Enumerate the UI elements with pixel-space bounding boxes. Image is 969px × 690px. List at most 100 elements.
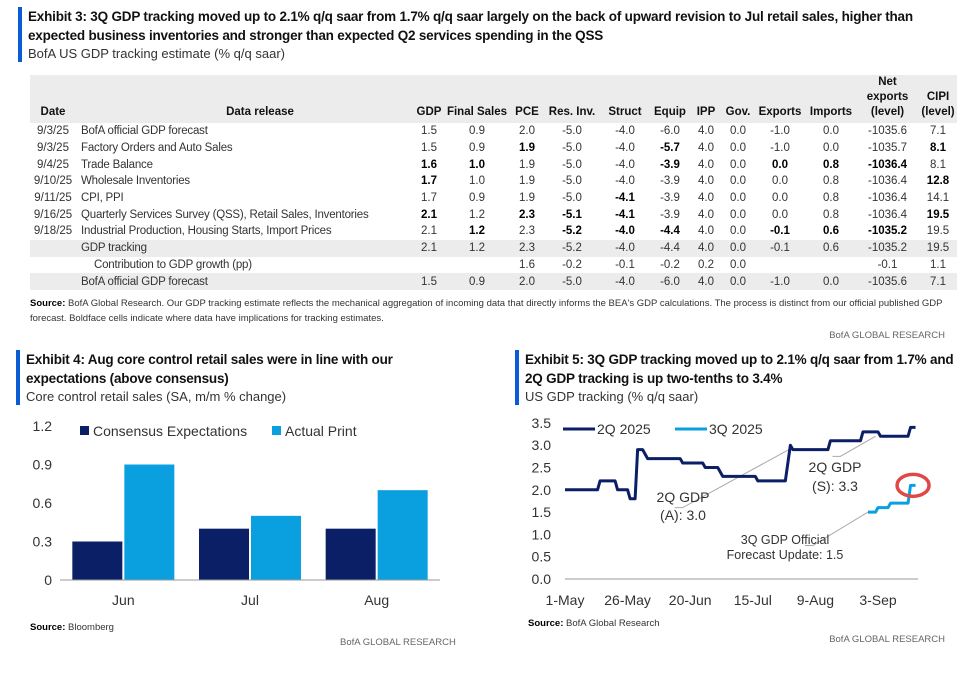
annotation-text: Forecast Update: 1.5	[727, 548, 844, 562]
value-cell: 1.6	[421, 158, 437, 171]
y-tick-label: 0.9	[33, 457, 53, 473]
table-row: GDP tracking 2.1 1.2 2.3 -5.2 -4.0 -4.4 4.0 0.0-…	[30, 239, 957, 257]
value-cell: -4.0	[600, 239, 650, 257]
value-cell: 0.9	[444, 273, 510, 290]
value-cell: 4.0	[698, 192, 714, 205]
column-header: Date	[30, 75, 76, 123]
table-row: Contribution to GDP growth (pp) 1.6 -0.2 -0…	[30, 257, 957, 274]
table-row: 9/16/25 Quarterly Services Survey (QSS), …	[30, 206, 957, 223]
value-cell: 0.8	[823, 175, 839, 188]
value-cell: 0.8	[823, 192, 839, 205]
x-tick-label: Jul	[241, 592, 259, 608]
release-cell: Trade Balance	[81, 158, 153, 171]
date-cell: 9/16/25	[33, 208, 73, 221]
annotation-text: 2Q GDP	[809, 459, 862, 475]
value-cell: -5.0	[562, 175, 582, 188]
source-text: Bloomberg	[68, 622, 114, 633]
value-cell: -3.9	[660, 208, 680, 221]
annotation-text: (S): 3.3	[812, 478, 858, 494]
exhibit4-brand: BofA GLOBAL RESEARCH	[340, 637, 456, 648]
table-row: 9/4/25 Trade Balance 1.6 1.0 1.9 -5.0 -4.0 -3.9…	[30, 156, 957, 173]
value-cell: 1.2	[469, 208, 485, 221]
column-header: PCE	[510, 75, 544, 123]
value-cell: 0.0	[806, 273, 856, 290]
value-cell: 1.5	[414, 273, 444, 290]
value-cell: 1.0	[469, 158, 485, 171]
column-header: Imports	[806, 75, 856, 123]
value-cell: 0.0	[730, 158, 746, 171]
value-cell: -1035.6	[856, 273, 919, 290]
value-cell: 0.9	[469, 125, 485, 138]
source-label: Source:	[30, 298, 66, 309]
x-tick-label: 15-Jul	[734, 592, 772, 608]
exhibit3-brand: BofA GLOBAL RESEARCH	[829, 330, 945, 341]
value-cell: 0.0	[730, 192, 746, 205]
y-tick-label: 0.0	[532, 571, 552, 587]
value-cell: -1035.6	[867, 125, 907, 138]
value-cell: -1035.2	[867, 225, 907, 238]
y-tick-label: 2.5	[532, 460, 552, 476]
exhibit5-header: Exhibit 5: 3Q GDP tracking moved up to 2…	[515, 350, 960, 405]
x-tick-label: 9-Aug	[797, 592, 834, 608]
value-cell: 0.0	[772, 175, 788, 188]
exhibit5-title: Exhibit 5: 3Q GDP tracking moved up to 2…	[525, 352, 954, 386]
bar-actual-print	[377, 490, 428, 580]
gdp-tracking-table: Date Data release GDP Final Sales PCE Res. In…	[30, 75, 957, 290]
value-cell: 7.1	[919, 273, 957, 290]
value-cell: 4.0	[698, 208, 714, 221]
value-cell: 1.9	[519, 192, 535, 205]
exhibit3-subtitle: BofA US GDP tracking estimate (% q/q saa…	[28, 46, 285, 61]
y-tick-label: 0.6	[33, 495, 53, 511]
value-cell: 1.0	[469, 175, 485, 188]
bar-actual-print	[124, 464, 175, 580]
column-header: CIPI (level)	[919, 75, 957, 123]
x-tick-label: Jun	[112, 592, 135, 608]
value-cell: 4.0	[690, 273, 722, 290]
value-cell: -0.1	[877, 258, 898, 271]
line-chart: 0.0 0.5 1.0 1.5 2.0 2.5 3.0 3.5 1-May 26-May 20-Ju…	[532, 415, 931, 608]
value-cell: 2.0	[510, 273, 544, 290]
date-cell: 9/11/25	[34, 192, 72, 205]
release-cell: Wholesale Inventories	[81, 175, 190, 188]
release-cell: BofA official GDP forecast	[81, 125, 208, 138]
value-cell: 4.0	[698, 175, 714, 188]
value-cell: -1.0	[770, 125, 790, 138]
highlight-circle	[895, 472, 931, 499]
date-cell	[30, 257, 76, 274]
table-row: 9/3/25 Factory Orders and Auto Sales 1.5 0.…	[30, 140, 957, 157]
value-cell: -5.7	[660, 142, 680, 155]
value-cell: -5.2	[562, 225, 582, 238]
value-cell: -1.0	[770, 142, 790, 155]
value-cell: -1036.4	[867, 192, 907, 205]
value-cell: 12.8	[926, 175, 950, 188]
value-cell: -4.0	[615, 142, 635, 155]
value-cell: 14.1	[926, 192, 950, 205]
source-text: BofA Global Research. Our GDP tracking e…	[30, 298, 943, 324]
value-cell: 19.5	[919, 239, 957, 257]
bar-consensus-expectations	[72, 541, 123, 580]
value-cell: -4.0	[615, 158, 635, 171]
value-cell: -4.1	[615, 208, 635, 221]
value-cell: 1.2	[469, 225, 485, 238]
value-cell: -5.0	[562, 125, 582, 138]
y-tick-label: 3.5	[532, 415, 552, 431]
release-cell: Quarterly Services Survey (QSS), Retail …	[81, 208, 369, 221]
exhibit4-subtitle: Core control retail sales (SA, m/m % cha…	[26, 389, 287, 404]
value-cell: 0.0	[730, 142, 746, 155]
table-row: BofA official GDP forecast 1.5 0.9 2.0 -5.0-…	[30, 273, 957, 290]
x-tick-label: 20-Jun	[669, 592, 712, 608]
value-cell: -5.0	[562, 142, 582, 155]
column-header: Struct	[600, 75, 650, 123]
value-cell: 19.5	[926, 208, 950, 221]
value-cell: -0.1	[754, 239, 806, 257]
series-line-2q-2025	[565, 425, 916, 501]
release-cell: GDP tracking	[76, 239, 414, 257]
value-cell: 2.0	[519, 125, 535, 138]
release-cell: BofA official GDP forecast	[76, 273, 414, 290]
exhibit4-source: Source: Bloomberg	[30, 620, 114, 635]
value-cell: 2.1	[414, 239, 444, 257]
value-cell: 0.0	[772, 158, 788, 171]
value-cell: -0.2	[562, 258, 582, 271]
y-tick-label: 1.0	[532, 526, 552, 542]
x-tick-label: Aug	[364, 592, 389, 608]
